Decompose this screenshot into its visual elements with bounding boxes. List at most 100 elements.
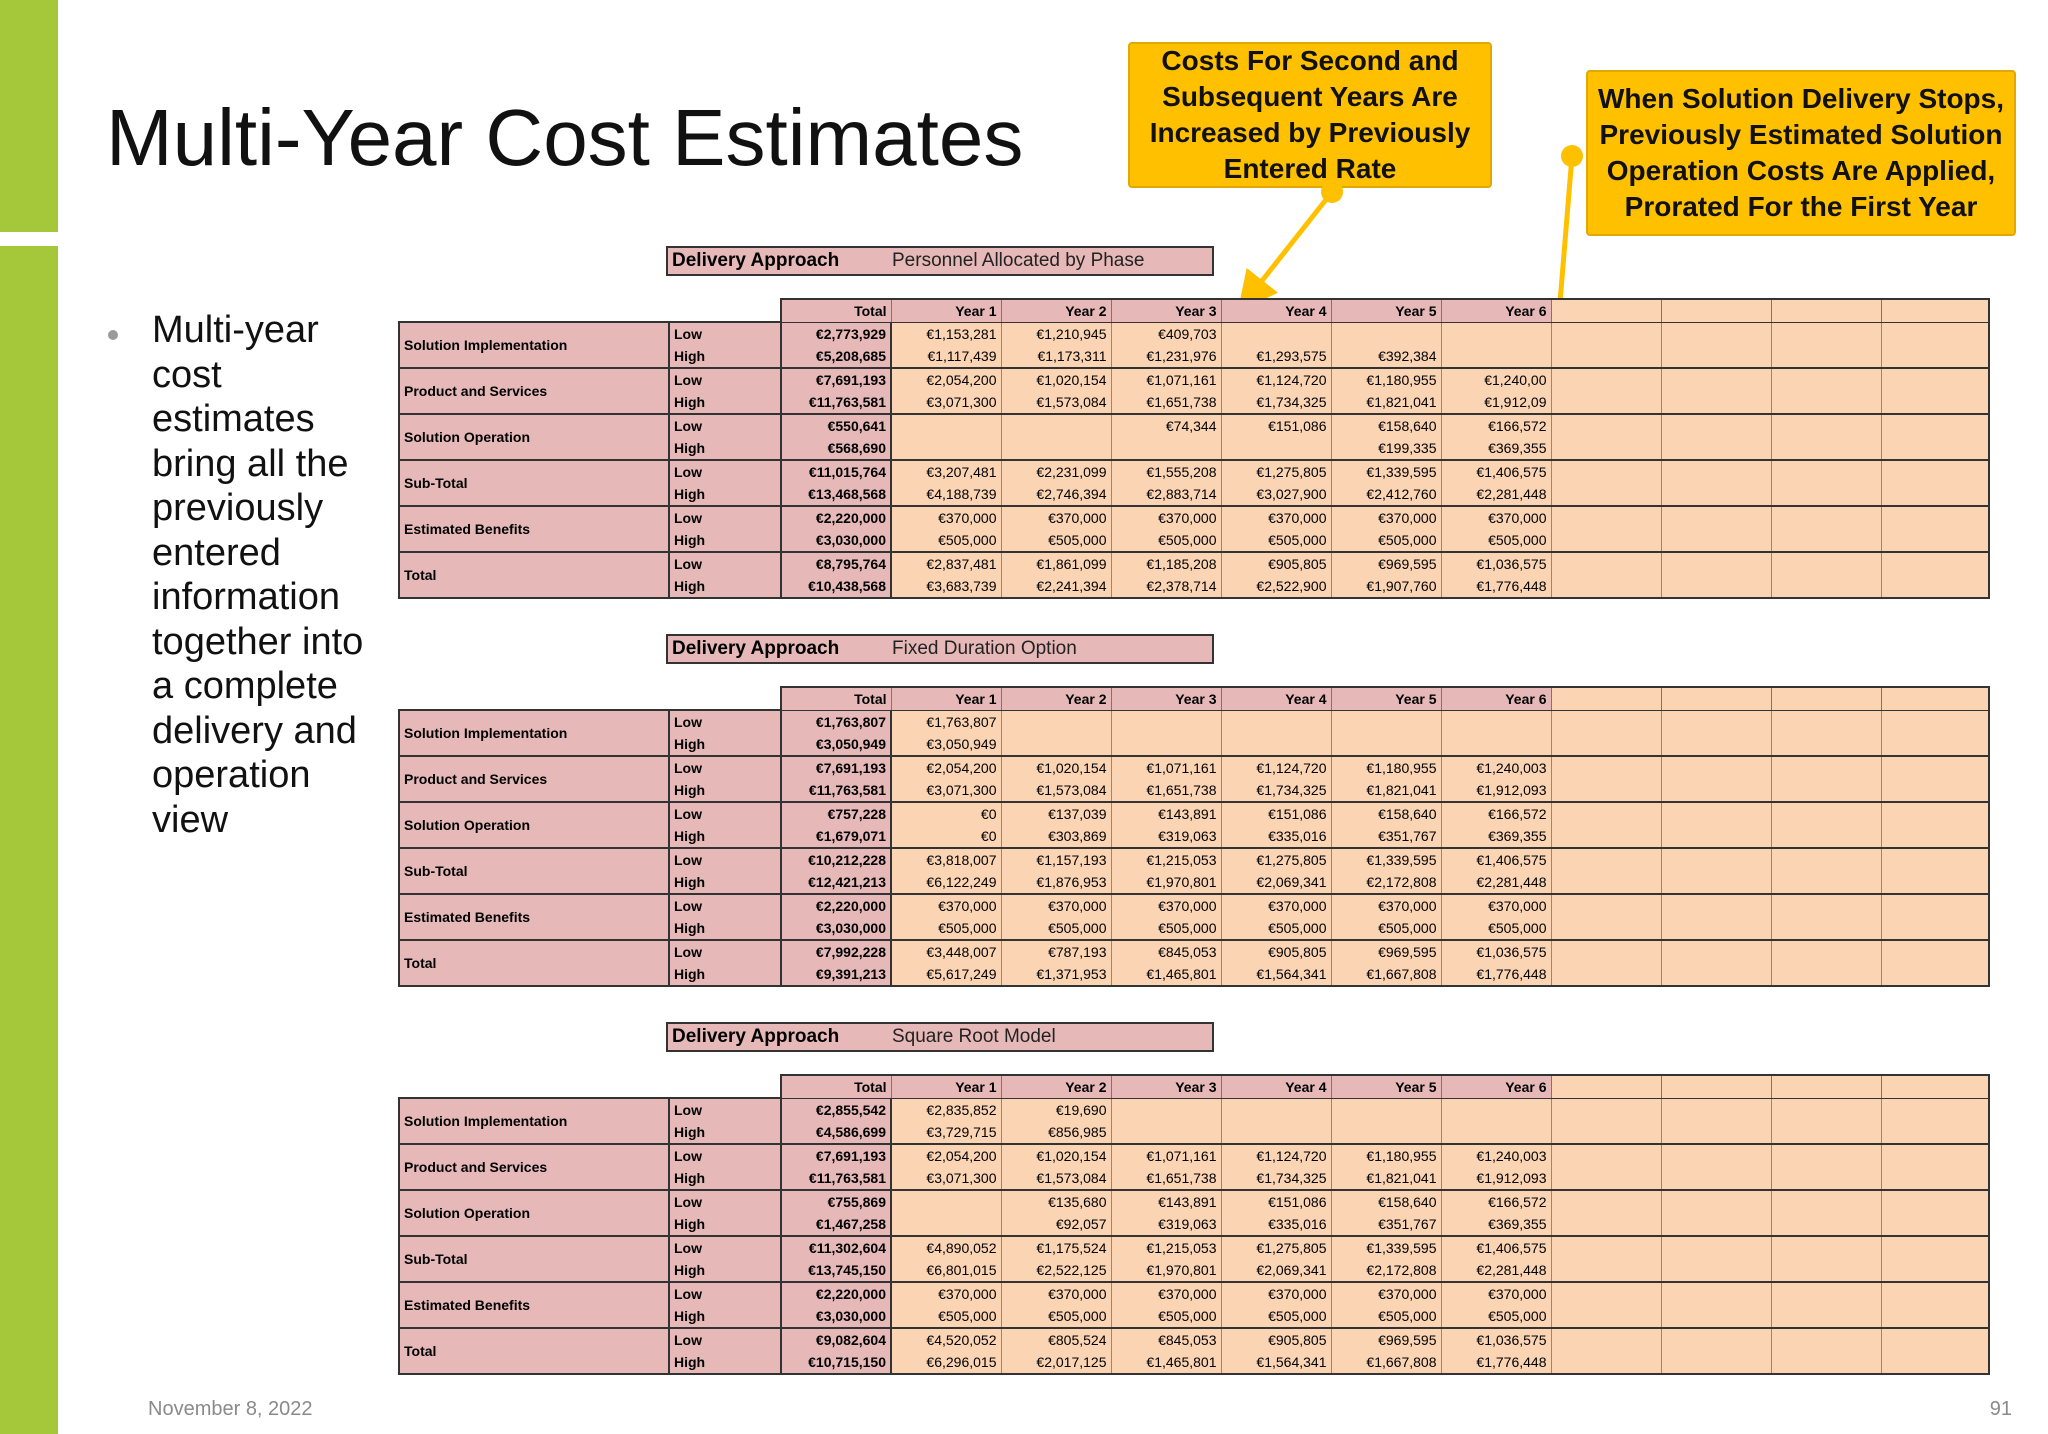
column-header: Year 4: [1220, 298, 1331, 323]
row-category: Product and Services: [398, 367, 670, 415]
table-row: Product and Services Low €7,691,193 €2,054,…: [398, 1143, 1990, 1191]
range-label: Low: [668, 321, 782, 345]
year-cell: €1,124,720: [1221, 367, 1332, 391]
empty-cell: [1551, 1189, 1662, 1213]
year-cell: [1331, 321, 1442, 345]
year-cell: €3,818,007: [891, 847, 1002, 871]
year-cell: €19,690: [1001, 1097, 1112, 1121]
empty-cell: [1661, 1121, 1772, 1145]
year-cell: €2,069,341: [1221, 871, 1332, 895]
year-cell: €1,763,807: [891, 709, 1002, 733]
year-cell: €158,640: [1331, 801, 1442, 825]
year-cell: €370,000: [1221, 1281, 1332, 1305]
column-header: Year 1: [890, 686, 1001, 711]
empty-cell: [1881, 321, 1990, 345]
empty-cell: [1661, 345, 1772, 369]
empty-cell: [1881, 529, 1990, 553]
year-cell: €370,000: [1221, 893, 1332, 917]
year-cell: €4,890,052: [891, 1235, 1002, 1259]
table-row: High €13,745,150 €6,801,015 €2,522,125 €1,97…: [399, 1259, 1990, 1283]
total-cell: €1,763,807: [781, 709, 892, 733]
year-cell: €505,000: [1441, 1305, 1552, 1329]
column-header: Total: [780, 1074, 891, 1099]
empty-cell: [1551, 917, 1662, 941]
year-cell: €505,000: [1331, 529, 1442, 553]
column-header: Year 4: [1220, 1074, 1331, 1099]
empty-cell: [1881, 825, 1990, 849]
arrow-2-anchor: [1561, 145, 1583, 167]
cost-grid: Total Year 1 Year 2 Year 3 Year 4 Year 5 Year …: [398, 298, 1990, 599]
total-cell: €3,030,000: [781, 529, 892, 553]
year-cell: [1331, 733, 1442, 757]
empty-cell: [1661, 437, 1772, 461]
year-cell: €1,180,955: [1331, 1143, 1442, 1167]
empty-cell: [1551, 1327, 1662, 1351]
header-spacer: [399, 1075, 781, 1098]
empty-cell: [1881, 893, 1990, 917]
bullet-dot: [108, 330, 118, 340]
row-category: Solution Implementation: [398, 1097, 670, 1145]
year-cell: €1,339,595: [1331, 459, 1442, 483]
year-cell: €1,036,575: [1441, 1327, 1552, 1351]
table-row: Solution Implementation Low €1,763,807 €1,7…: [398, 709, 1990, 757]
year-cell: €1,275,805: [1221, 1235, 1332, 1259]
year-cell: €3,448,007: [891, 939, 1002, 963]
year-cell: €1,564,341: [1221, 963, 1332, 987]
total-cell: €2,855,542: [781, 1097, 892, 1121]
year-cell: €1,555,208: [1111, 459, 1222, 483]
empty-cell: [1881, 1097, 1990, 1121]
year-cell: €905,805: [1221, 939, 1332, 963]
year-cell: [1441, 321, 1552, 345]
year-cell: €1,180,955: [1331, 367, 1442, 391]
empty-cell: [1661, 801, 1772, 825]
table-row: High €11,763,581 €3,071,300 €1,573,084 €1,65…: [399, 391, 1990, 415]
bullet-text: Multi-year cost estimates bring all the …: [152, 309, 364, 841]
year-cell: €2,835,852: [891, 1097, 1002, 1121]
total-cell: €3,030,000: [781, 1305, 892, 1329]
empty-cell: [1771, 459, 1882, 483]
year-cell: [1441, 733, 1552, 757]
empty-cell: [1661, 551, 1772, 575]
total-cell: €5,208,685: [781, 345, 892, 369]
year-cell: €2,522,900: [1221, 575, 1332, 599]
empty-cell: [1551, 1235, 1662, 1259]
year-cell: €1,876,953: [1001, 871, 1112, 895]
header-row: Total Year 1 Year 2 Year 3 Year 4 Year 5 Year …: [399, 686, 1990, 711]
empty-cell: [1771, 893, 1882, 917]
year-cell: €1,667,808: [1331, 1351, 1442, 1375]
footer-date: November 8, 2022: [148, 1398, 313, 1420]
year-cell: €151,086: [1221, 413, 1332, 437]
year-cell: €370,000: [891, 505, 1002, 529]
range-label: Low: [668, 551, 782, 575]
year-cell: €969,595: [1331, 1327, 1442, 1351]
year-cell: €1,210,945: [1001, 321, 1112, 345]
year-cell: €505,000: [1111, 1305, 1222, 1329]
total-cell: €550,641: [781, 413, 892, 437]
year-cell: €2,231,099: [1001, 459, 1112, 483]
year-cell: €1,651,738: [1111, 779, 1222, 803]
year-cell: €1,912,09: [1441, 391, 1552, 415]
column-header: Year 1: [890, 298, 1001, 323]
empty-cell: [1771, 575, 1882, 599]
empty-cell: [1661, 483, 1772, 507]
table-row: High €568,690 €199,335 €369,355: [399, 437, 1990, 461]
empty-cell: [1661, 755, 1772, 779]
table-row: High €11,763,581 €3,071,300 €1,573,084 €1,65…: [399, 779, 1990, 803]
year-cell: €3,050,949: [891, 733, 1002, 757]
row-category: Sub-Total: [398, 459, 670, 507]
year-cell: €505,000: [1441, 529, 1552, 553]
total-cell: €11,763,581: [781, 1167, 892, 1191]
table-row: Sub-Total Low €11,302,604 €4,890,052 €1,175,…: [398, 1235, 1990, 1283]
year-cell: €392,384: [1331, 345, 1442, 369]
year-cell: €2,746,394: [1001, 483, 1112, 507]
empty-cell: [1881, 505, 1990, 529]
column-header-empty: [1550, 686, 1661, 711]
table-row: High €3,030,000 €505,000 €505,000 €505,000 €5…: [399, 529, 1990, 553]
range-label: High: [668, 963, 782, 987]
column-header-empty: [1770, 298, 1881, 323]
range-label: Low: [668, 367, 782, 391]
year-cell: €1,215,053: [1111, 1235, 1222, 1259]
column-header: Year 4: [1220, 686, 1331, 711]
year-cell: €1,071,161: [1111, 755, 1222, 779]
range-label: Low: [668, 755, 782, 779]
